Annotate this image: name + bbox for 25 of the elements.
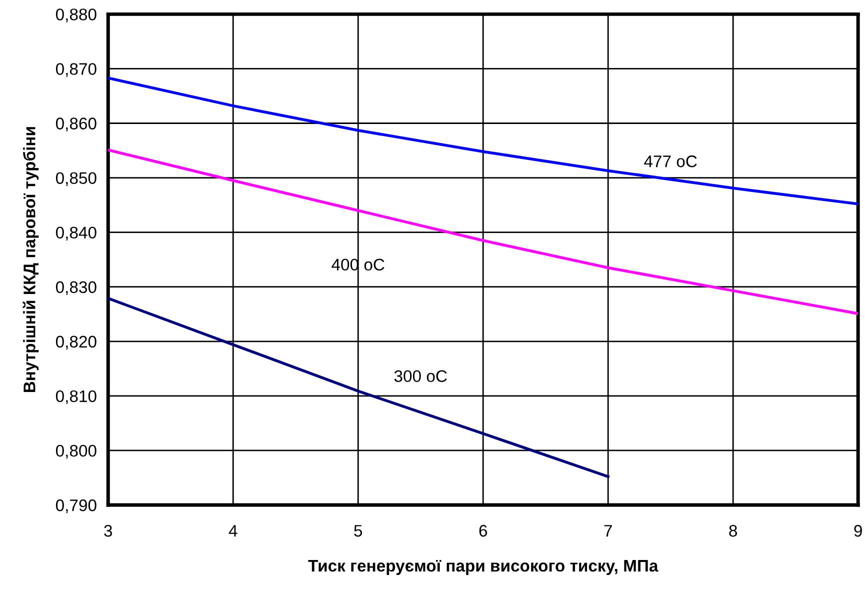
y-axis-title: Внутрішній ККД парової турбіни [22, 127, 39, 392]
x-tick-label: 8 [729, 524, 737, 537]
y-tick-label: 0,800 [56, 444, 96, 459]
x-tick-label: 7 [604, 525, 612, 537]
y-tick-label: 0,850 [56, 172, 96, 186]
x-axis-title: Тиск генеруємої пари високого тиску, МПа [308, 560, 658, 575]
line-series [108, 76, 858, 206]
x-tick-label: 3 [104, 524, 112, 537]
y-tick-label: 0,830 [56, 281, 96, 296]
line-series [108, 148, 858, 315]
y-tick-label: 0,820 [56, 336, 96, 350]
y-tick-label: 0,870 [56, 63, 96, 77]
y-tick-label: 0,860 [56, 118, 96, 132]
text: 400 оС [332, 258, 384, 271]
x-tick-label: 6 [479, 524, 488, 537]
x-tick-label: 5 [354, 525, 362, 537]
x-tick-label: 9 [854, 524, 862, 537]
line-series [108, 296, 610, 478]
series-label: 477 оС [644, 155, 697, 168]
y-tick-label: 0,810 [56, 390, 96, 404]
y-tick-label: 0,790 [56, 499, 96, 514]
y-tick-label: 0,880 [56, 8, 96, 22]
y-tick-label: 0,840 [56, 226, 96, 240]
series-label: 300 оС [394, 370, 447, 382]
x-tick-label: 4 [228, 525, 238, 537]
